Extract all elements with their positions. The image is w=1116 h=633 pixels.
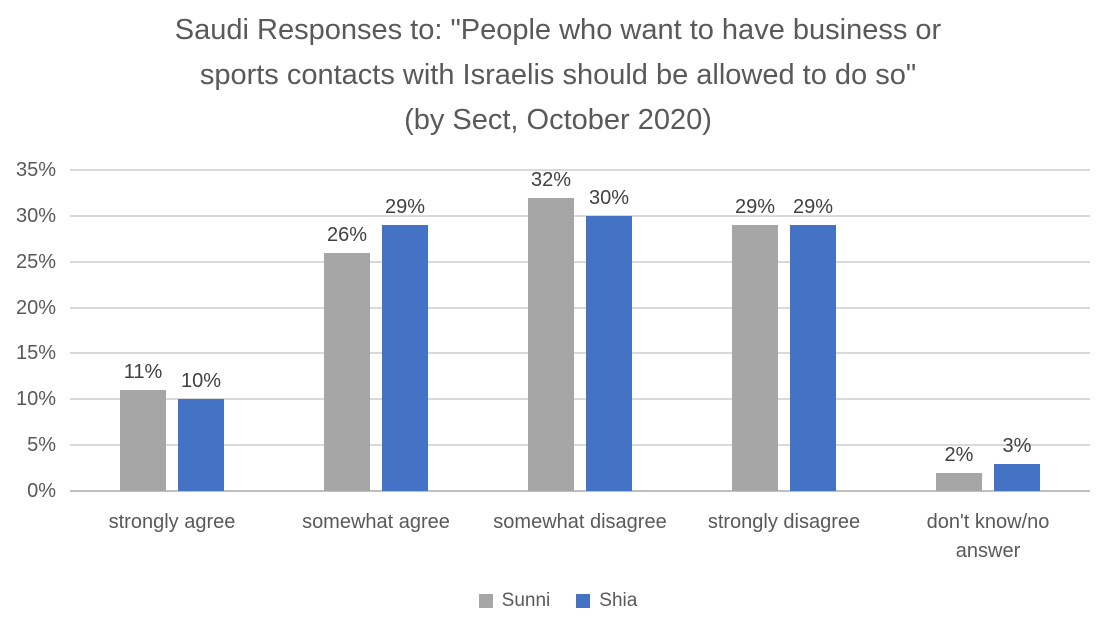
plot-area: 11% 10% 26% 29% 32% 30% 29% 29% 2% 3% (70, 169, 1090, 492)
bar-shia: 10% (178, 370, 224, 491)
legend-item-sunni: Sunni (478, 590, 551, 611)
chart-title-line-3: (by Sect, October 2020) (404, 104, 712, 136)
gridline (70, 214, 1090, 217)
chart-title-line-2: sports contacts with Israelis should be … (199, 59, 917, 91)
x-axis-category-label: strongly disagree (707, 511, 861, 533)
bar-group: 32% 30% (478, 169, 682, 491)
bar-sunni: 26% (324, 224, 370, 491)
legend: Sunni Shia (0, 591, 1116, 611)
y-axis-tick-label: 30% (15, 204, 56, 227)
bar-shia: 29% (790, 196, 836, 491)
bar-group: 2% 3% (886, 170, 1090, 491)
chart-title-line-1: Saudi Responses to: "People who want to … (174, 14, 942, 46)
y-axis-tick-label: 5% (27, 434, 56, 457)
x-axis-category-label: somewhat disagree (493, 511, 667, 533)
legend-label: Shia (599, 590, 638, 611)
chart-title: Saudi Responses to: "People who want to … (0, 8, 1116, 143)
gridline (70, 306, 1090, 309)
data-label: 32% (530, 168, 572, 191)
gridline (70, 444, 1090, 447)
gridline (70, 352, 1090, 355)
data-label: 30% (588, 186, 630, 209)
data-label: 29% (792, 196, 834, 219)
legend-swatch-icon (576, 594, 591, 608)
x-axis-category-label: strongly agree (108, 511, 236, 533)
y-axis-tick-label: 20% (15, 296, 56, 319)
gridline (70, 398, 1090, 401)
gridline (70, 260, 1090, 263)
x-axis-line (70, 490, 1090, 492)
bar-sunni: 29% (732, 196, 778, 491)
data-label: 11% (123, 361, 163, 384)
bar-shia: 29% (382, 196, 428, 491)
bar-sunni: 11% (120, 361, 166, 491)
y-axis-tick-label: 15% (15, 342, 56, 365)
data-label: 2% (944, 443, 974, 466)
data-label: 26% (326, 223, 368, 246)
data-label: 29% (384, 196, 426, 219)
data-label: 10% (180, 370, 222, 393)
bar-shia: 3% (994, 435, 1040, 491)
legend-item-shia: Shia (576, 591, 637, 611)
y-axis-tick-label: 0% (27, 480, 56, 502)
bar-shia: 30% (586, 187, 632, 491)
bar-sunni: 2% (936, 444, 982, 491)
bar-sunni: 32% (528, 169, 574, 491)
legend-label: Sunni (501, 590, 551, 611)
legend-swatch-icon (478, 594, 493, 608)
data-label: 3% (1002, 434, 1032, 457)
x-axis-category-label: don't know/no answer (926, 511, 1050, 562)
bar-group: 29% 29% (682, 170, 886, 491)
y-axis-tick-label: 10% (15, 388, 56, 411)
x-axis-category-label: somewhat agree (302, 511, 450, 533)
data-label: 29% (734, 196, 776, 219)
bar-group: 26% 29% (274, 170, 478, 491)
bar-group: 11% 10% (70, 170, 274, 491)
y-axis-tick-label: 35% (15, 159, 56, 181)
gridline (70, 169, 1090, 171)
y-axis-tick-label: 25% (15, 250, 56, 273)
